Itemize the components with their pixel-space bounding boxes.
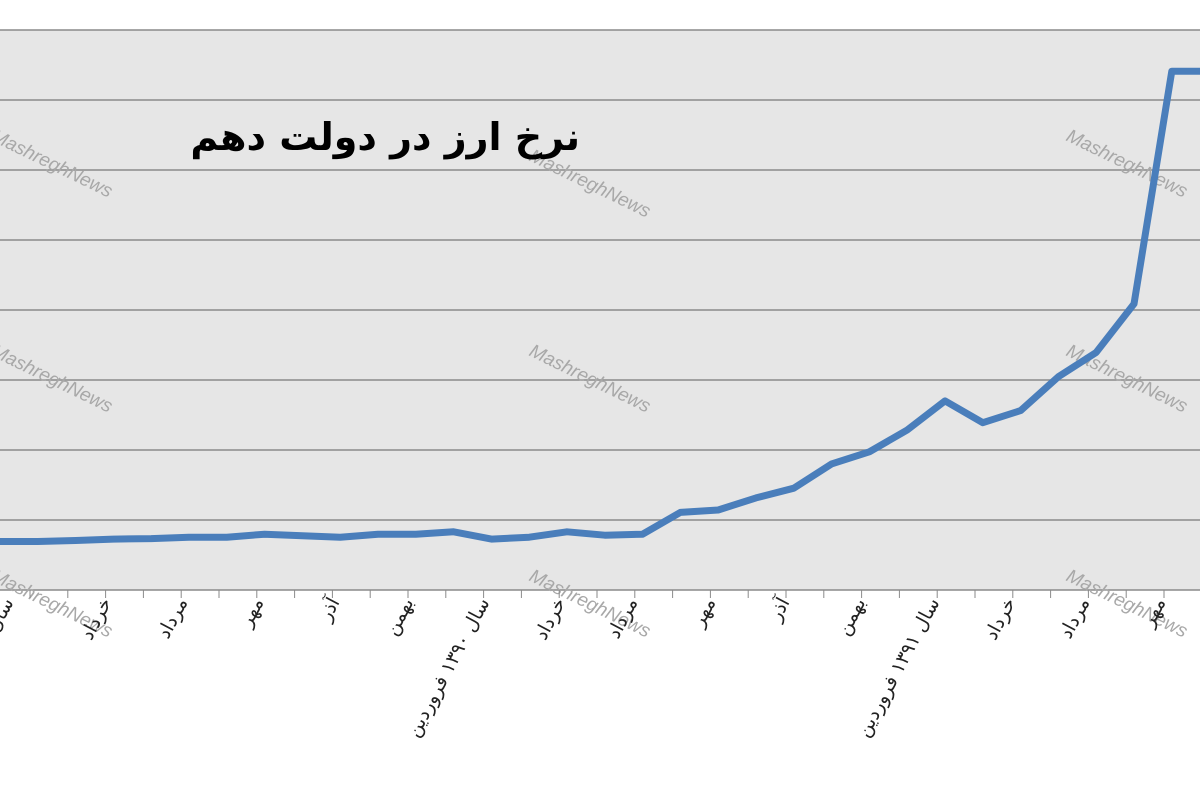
x-tick-label: آذر: [312, 592, 345, 625]
x-axis-labels: سال ۱۳۸۹ فروردینخردادمردادمهرآذربهمنسال …: [0, 592, 1170, 740]
x-tick-label: سال ۱۳۸۹ فروردین: [0, 594, 18, 741]
x-tick-label: مرداد: [1055, 594, 1095, 642]
series-line: [0, 67, 1200, 545]
x-tick-label: سال ۱۳۹۰ فروردین: [402, 594, 494, 741]
x-tick-label: بهمن: [380, 594, 418, 639]
x-axis-ticks: [29, 590, 1165, 598]
x-tick-label: آذر: [762, 592, 795, 625]
x-tick-label: مهر: [235, 594, 269, 631]
chart-title: نرخ ارز در دولت دهم: [190, 115, 580, 160]
x-tick-label: خرداد: [530, 594, 570, 644]
x-tick-label: سال ۱۳۹۱ فروردین: [852, 594, 944, 741]
x-tick-label: بهمن: [832, 594, 870, 639]
x-tick-label: مهر: [687, 594, 721, 631]
gridlines: [0, 29, 1200, 591]
x-tick-label: خرداد: [980, 594, 1020, 644]
x-tick-label: مرداد: [153, 594, 193, 642]
